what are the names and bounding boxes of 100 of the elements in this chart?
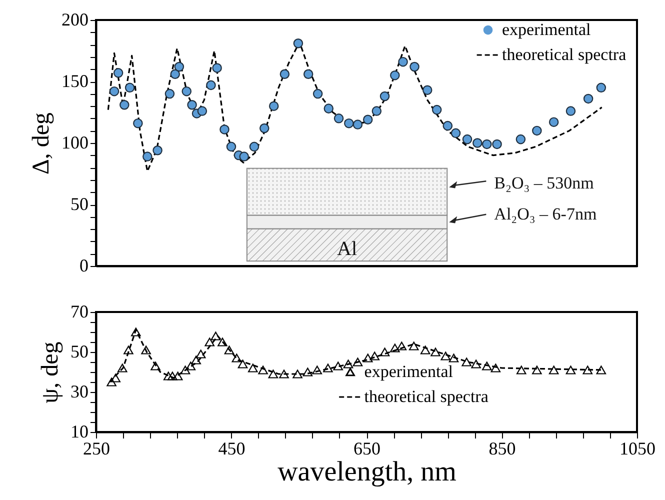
point	[120, 100, 130, 110]
point	[450, 128, 461, 138]
point	[410, 62, 420, 72]
point	[352, 358, 363, 366]
point	[596, 82, 606, 93]
point	[596, 366, 606, 374]
x-tick-label: 450	[218, 438, 246, 458]
point	[583, 94, 594, 104]
point	[472, 138, 482, 148]
point	[168, 372, 178, 380]
point	[172, 372, 183, 380]
point	[303, 69, 314, 79]
point	[152, 146, 162, 156]
point	[408, 342, 419, 350]
legend-label: theoretical spectra	[364, 387, 489, 406]
point	[362, 354, 373, 362]
point	[293, 38, 304, 48]
point	[180, 366, 190, 374]
point	[206, 80, 216, 90]
point	[196, 350, 206, 358]
point	[343, 360, 354, 368]
x-tick-label: 850	[488, 438, 516, 458]
point	[191, 356, 201, 364]
y-axis-title: ψ, deg	[38, 342, 64, 404]
point	[109, 86, 120, 96]
point	[124, 346, 134, 354]
point	[226, 142, 236, 152]
y-tick-label: 200	[62, 10, 88, 30]
point	[323, 364, 333, 372]
point	[117, 364, 128, 372]
y-tick-label: 50	[70, 194, 88, 214]
annotation: B₂O₃ – 530nm	[494, 174, 594, 193]
point	[362, 114, 373, 124]
point	[187, 100, 197, 110]
legend-label: experimental	[502, 20, 592, 39]
point	[238, 360, 248, 368]
point	[462, 358, 472, 366]
point	[482, 139, 492, 150]
point	[239, 152, 249, 162]
y-tick-label: 70	[70, 302, 88, 322]
point	[462, 134, 472, 144]
point	[182, 86, 192, 96]
point	[186, 362, 196, 370]
y-tick-label: 0	[80, 256, 88, 276]
point	[131, 328, 141, 336]
x-axis-title: wavelength, nm	[278, 456, 457, 488]
point	[420, 346, 430, 354]
point	[312, 366, 322, 374]
point	[133, 118, 143, 128]
point	[566, 366, 576, 374]
point	[582, 366, 593, 374]
point	[352, 120, 363, 130]
point	[548, 366, 559, 374]
point	[268, 101, 279, 111]
point	[471, 360, 481, 368]
point	[150, 362, 160, 370]
point	[218, 338, 228, 346]
point	[204, 338, 214, 346]
point	[260, 123, 270, 134]
point	[492, 139, 502, 150]
point	[324, 104, 334, 114]
point	[164, 88, 175, 99]
point	[532, 366, 542, 374]
point	[106, 378, 116, 386]
annotation: Al₂O₃ – 6-7nm	[494, 204, 597, 224]
point	[422, 85, 432, 95]
point	[344, 118, 354, 128]
point	[398, 56, 408, 67]
point	[430, 348, 440, 356]
point	[142, 152, 152, 162]
point	[224, 346, 234, 354]
y-tick-label: 100	[62, 132, 88, 152]
point	[170, 69, 180, 79]
point	[110, 374, 120, 382]
point	[390, 344, 400, 352]
point	[390, 70, 400, 80]
point	[113, 68, 124, 78]
point	[516, 134, 526, 144]
point	[442, 120, 453, 131]
point	[174, 62, 184, 72]
x-tick-label: 650	[354, 438, 380, 458]
legend-label: theoretical spectra	[502, 45, 627, 64]
point	[280, 69, 290, 79]
point	[197, 106, 208, 116]
y-tick-label: 30	[70, 382, 88, 402]
point	[516, 366, 526, 374]
point	[380, 348, 390, 356]
y-axis-title: Δ, deg	[28, 112, 54, 175]
y-tick-label: 10	[70, 422, 88, 442]
point	[370, 352, 380, 360]
annotation: Al	[337, 238, 358, 260]
y-tick-label: 150	[62, 71, 88, 91]
point	[232, 354, 242, 362]
point	[566, 106, 576, 116]
point	[258, 366, 268, 374]
point	[432, 104, 442, 115]
point	[212, 63, 222, 73]
point	[372, 106, 382, 116]
point	[141, 346, 151, 354]
point	[279, 370, 289, 378]
